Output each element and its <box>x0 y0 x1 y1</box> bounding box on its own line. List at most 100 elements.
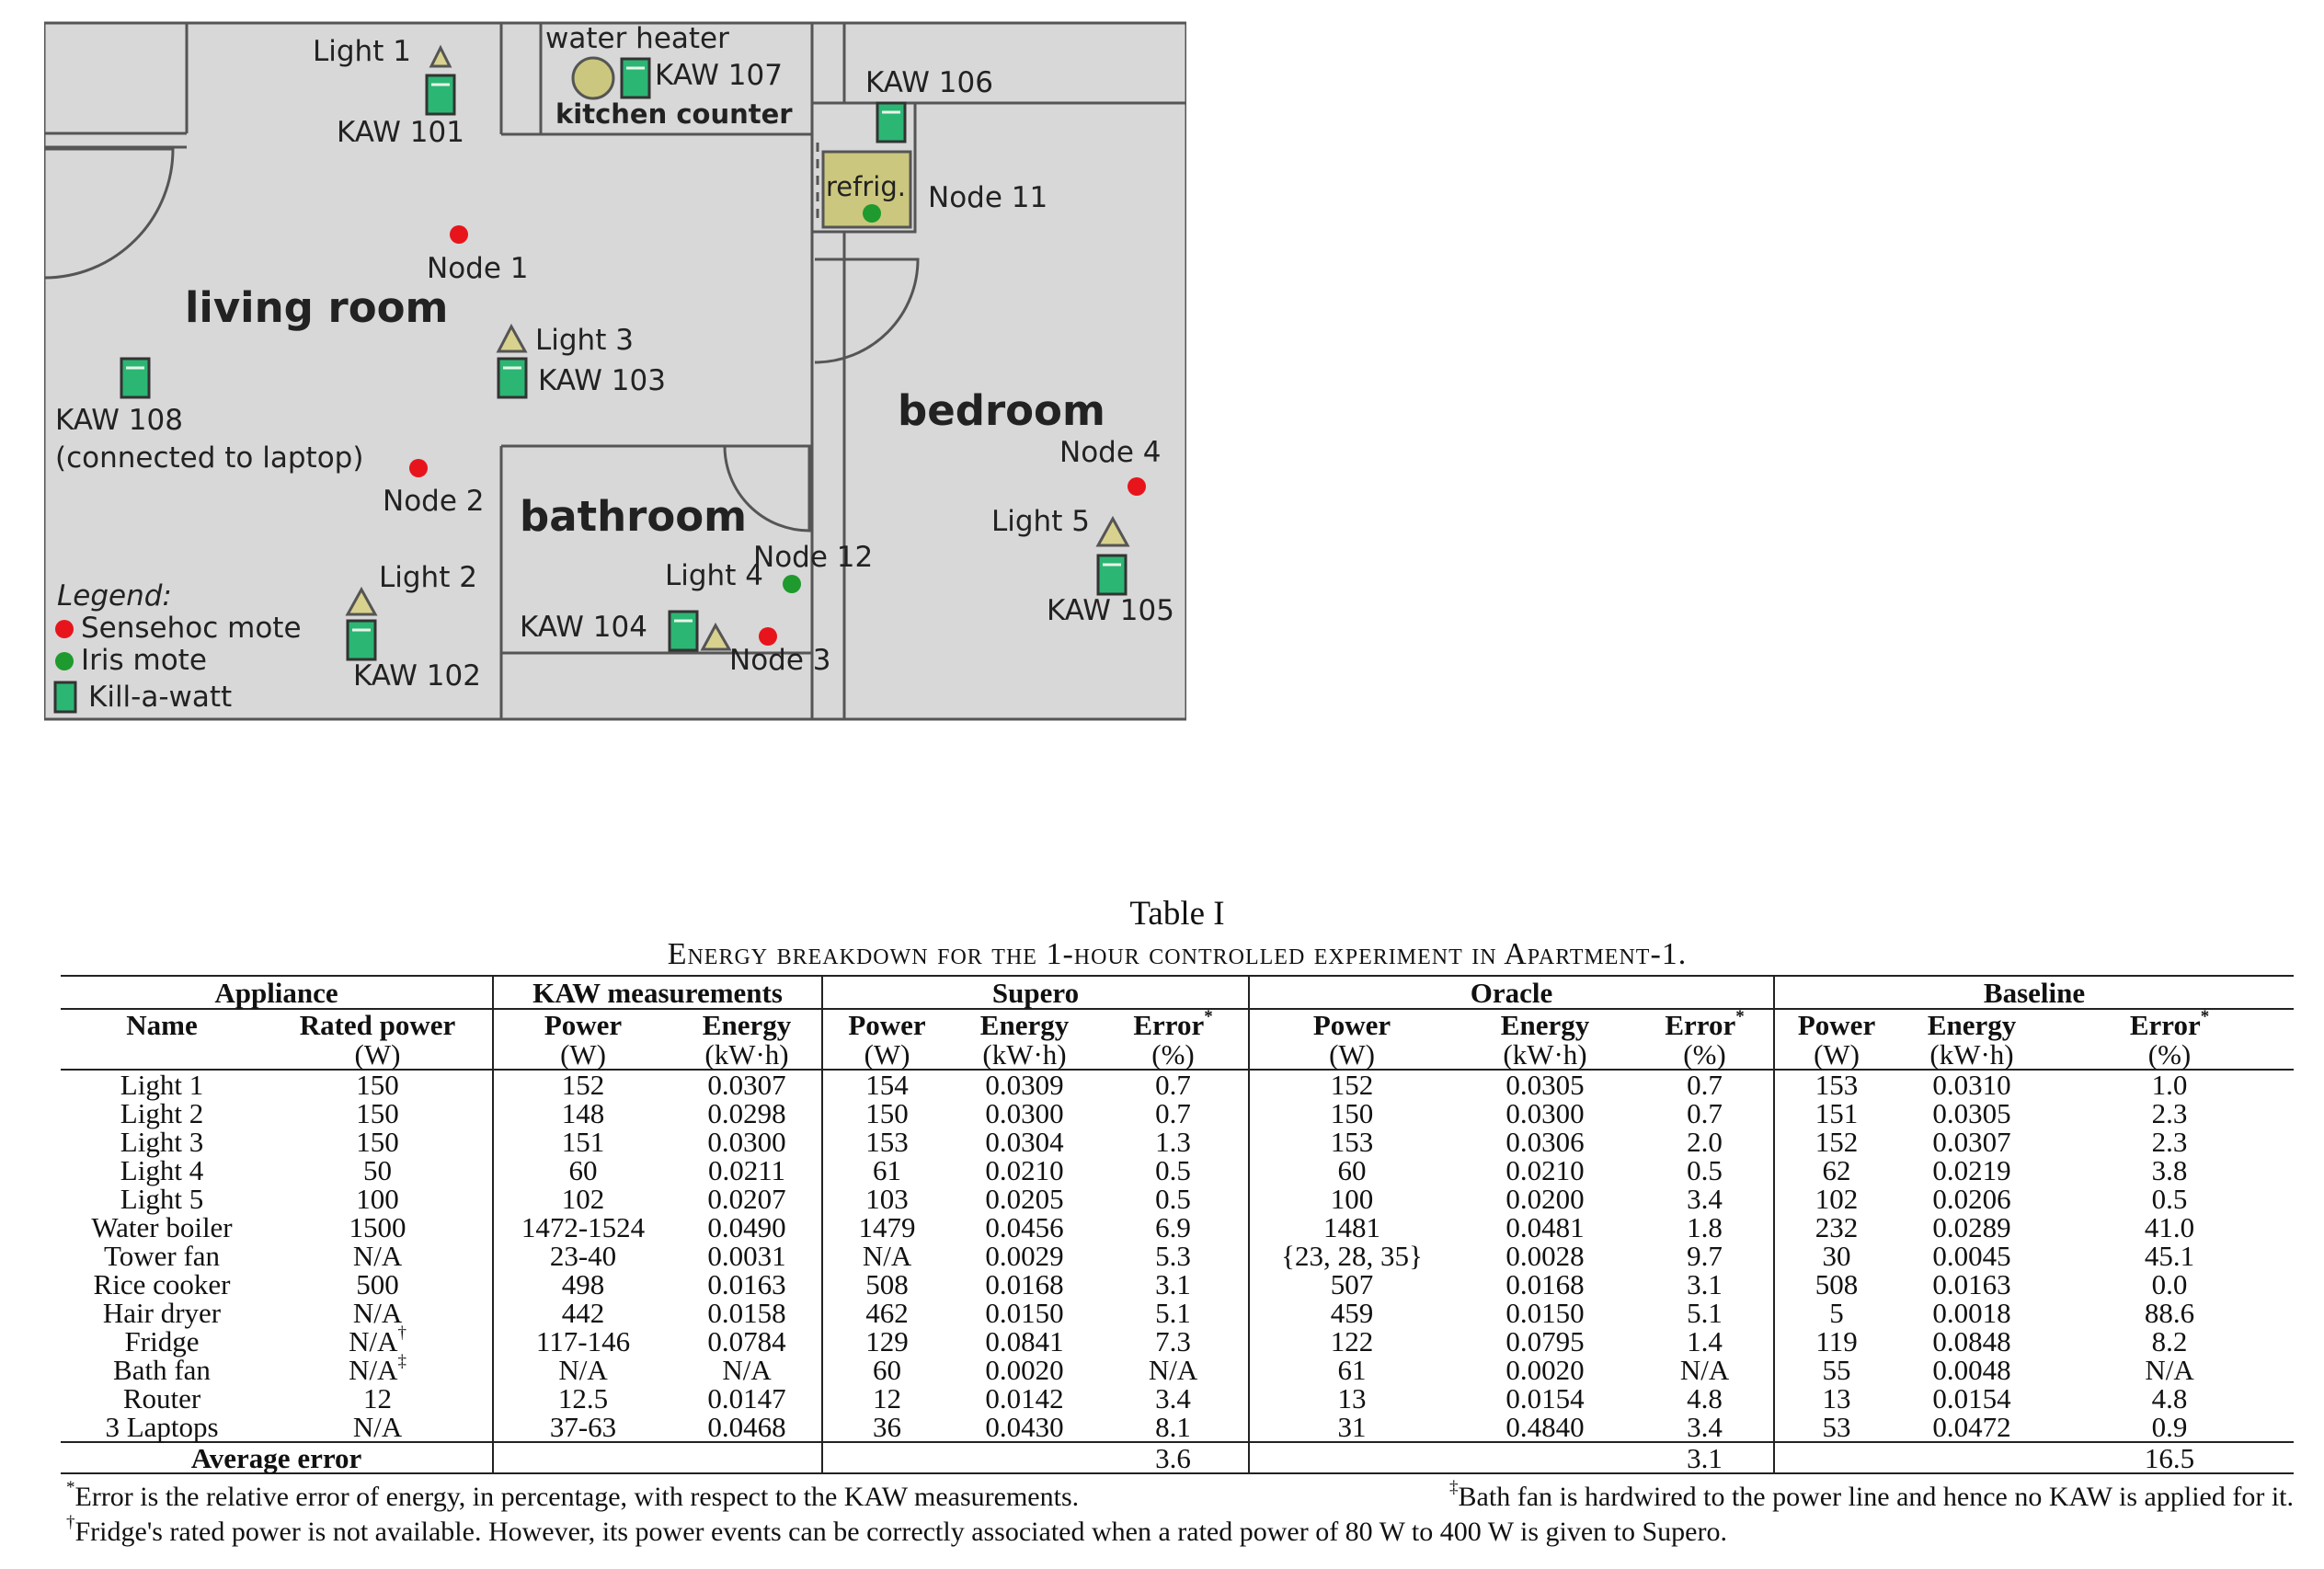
label-kaw-108-note: (connected to laptop) <box>55 441 363 475</box>
table-cell: 153 <box>1248 1128 1455 1156</box>
table-title: Energy breakdown for the 1-hour controll… <box>667 937 1688 971</box>
label-water-heater: water heater <box>545 22 729 55</box>
unit-header: (kW·h) <box>1454 1039 1637 1071</box>
unit-header: (kW·h) <box>951 1039 1099 1071</box>
kaw-108-icon <box>120 357 151 399</box>
label-light-4: Light 4 <box>665 559 763 592</box>
table-row: Light 1 150 152 0.0307 154 0.0309 0.7 152 0.0305… <box>61 1070 2294 1099</box>
legend-kaw-icon <box>53 681 77 714</box>
table-cell: 0.0307 <box>1932 1126 2011 1158</box>
table-cell: 0.0468 <box>707 1411 786 1443</box>
table-cell: 0.0206 <box>1932 1183 2011 1215</box>
label-bathroom: bathroom <box>520 492 747 541</box>
table-cell: 7.3 <box>1155 1325 1191 1357</box>
table-cell: 0.0298 <box>707 1097 786 1129</box>
empty-cell <box>1248 1441 1637 1474</box>
table-cell: 0.5 <box>1155 1154 1191 1186</box>
table-caption: Table I Energy breakdown for the 1-hour … <box>61 894 2294 975</box>
table-cell: 0.0154 <box>1505 1382 1585 1414</box>
lights <box>345 44 1130 651</box>
table-cell: 45.1 <box>2144 1240 2195 1272</box>
table-cell: 0.0430 <box>985 1411 1064 1443</box>
table-row: Light 5 100 102 0.0207 103 0.0205 0.5 100 0.0200… <box>61 1185 2294 1213</box>
label-refrig: refrig. <box>826 171 906 202</box>
table-cell: 150 <box>356 1069 399 1101</box>
table-cell: Light 4 <box>120 1154 204 1186</box>
table-cell: 150 <box>356 1126 399 1158</box>
table-cell: 0.0163 <box>707 1268 786 1300</box>
table-cell: 2.3 <box>2151 1097 2188 1129</box>
table-cell: 8.1 <box>1155 1411 1191 1443</box>
table-cell: 13 <box>1773 1384 1899 1413</box>
label-node-4: Node 4 <box>1059 436 1161 469</box>
unit-header: (%) <box>1636 1039 1775 1071</box>
table-cell: 0.0305 <box>1932 1097 2011 1129</box>
table-row: Hair dryer N/A 442 0.0158 462 0.0150 5.1 459 0.0… <box>61 1299 2294 1327</box>
table-cell: N/A <box>1148 1354 1198 1386</box>
table-cell: 3.1 <box>1155 1268 1191 1300</box>
kaw-102-icon <box>346 619 377 661</box>
table-cell: 500 <box>356 1268 399 1300</box>
label-kaw-103: KAW 103 <box>538 364 666 397</box>
table-cell: 150 <box>356 1097 399 1129</box>
floor-regions <box>44 21 1186 721</box>
footnote-error: *Error is the relative error of energy, … <box>66 1477 1080 1512</box>
unit-header: (kW·h) <box>1898 1039 2046 1071</box>
table-cell: Bath fan <box>113 1354 211 1386</box>
legend-sensehoc-icon <box>55 620 74 638</box>
table-cell: 0.0300 <box>985 1097 1064 1129</box>
table-row: Rice cooker 500 498 0.0163 508 0.0168 3.1 507 0.… <box>61 1270 2294 1299</box>
label-kaw-106: KAW 106 <box>865 66 993 99</box>
table-cell: 50 <box>363 1154 392 1186</box>
table-row: 3 Laptops N/A 37-63 0.0468 36 0.0430 8.1 31 0.48… <box>61 1413 2294 1442</box>
table-cell: N/A‡ <box>349 1351 406 1386</box>
water-heater-icon <box>571 56 615 100</box>
table-cell: 0.5 <box>2151 1183 2188 1215</box>
table-cell: 1479 <box>821 1213 952 1242</box>
table-row: Water boiler 1500 1472-1524 0.0490 1479 0.045… <box>61 1213 2294 1242</box>
door-bathroom <box>723 445 811 533</box>
table-cell: 0.0018 <box>1932 1297 2011 1329</box>
empty-cell <box>821 1441 1099 1474</box>
table-cell: N/A <box>352 1240 403 1272</box>
column-header: Name <box>126 1008 198 1041</box>
group-header: KAW measurements <box>492 975 823 1010</box>
table-cell: 61 <box>821 1156 952 1185</box>
average-cell: Average error <box>61 1441 494 1474</box>
label-node-3: Node 3 <box>729 644 830 677</box>
table-cell: 0.0142 <box>985 1382 1064 1414</box>
doors <box>44 147 920 533</box>
table-cell: 0.0154 <box>1932 1382 2011 1414</box>
node-1-icon <box>450 225 468 244</box>
legend-sensehoc-label: Sensehoc mote <box>81 612 302 645</box>
node-3-icon <box>759 627 777 646</box>
table-cell: 1500 <box>349 1211 406 1243</box>
energy-table-block: Table I Energy breakdown for the 1-hour … <box>61 894 2295 1550</box>
table-cell: 0.0211 <box>707 1154 786 1186</box>
group-header: Supero <box>821 975 1250 1010</box>
table-cell: 0.5 <box>1155 1183 1191 1215</box>
legend-iris-icon <box>55 652 74 670</box>
label-node-12: Node 12 <box>753 541 873 574</box>
table-cell: Router <box>122 1382 201 1414</box>
table-cell: 0.0020 <box>985 1354 1064 1386</box>
column-header: Error* <box>1133 1006 1213 1041</box>
column-header: Error* <box>1665 1006 1745 1041</box>
unit-header <box>61 1039 263 1071</box>
label-node-2: Node 2 <box>383 485 484 518</box>
table-cell: Water boiler <box>91 1211 233 1243</box>
table-cell: 0.0841 <box>985 1325 1064 1357</box>
table-cell: N/A <box>352 1297 403 1329</box>
group-header: Baseline <box>1773 975 2295 1010</box>
table-cell: 30 <box>1773 1242 1899 1270</box>
table-cell: 60 <box>821 1356 952 1384</box>
group-header: Oracle <box>1248 975 1775 1010</box>
unit-header: (W) <box>1248 1039 1455 1071</box>
legend-kaw-label: Kill-a-watt <box>88 681 232 714</box>
footnote-fridge: †Fridge's rated power is not available. … <box>66 1512 1727 1547</box>
table-cell: 55 <box>1773 1356 1899 1384</box>
light-5-icon <box>1095 515 1130 547</box>
legend: Legend: Sensehoc mote Iris mote Kill-a-w… <box>53 579 302 714</box>
table-cell: 0.0305 <box>1505 1069 1585 1101</box>
table-cell: 88.6 <box>2144 1297 2195 1329</box>
